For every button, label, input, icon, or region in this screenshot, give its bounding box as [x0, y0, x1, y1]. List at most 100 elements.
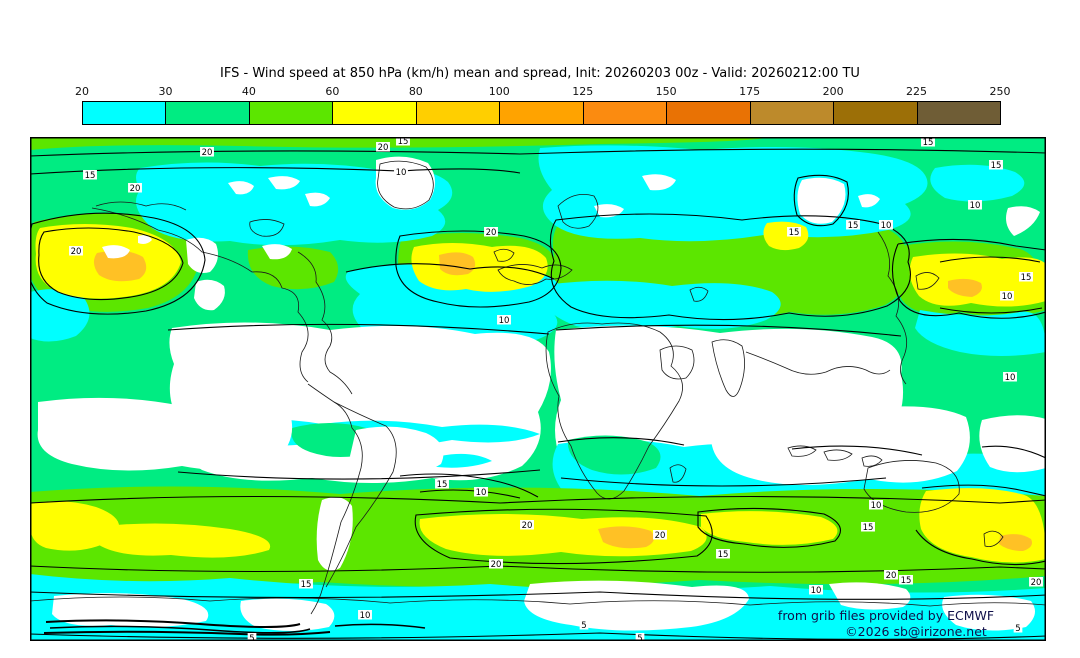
- contour-label: 15: [1021, 273, 1032, 283]
- contour-label: 10: [871, 501, 882, 511]
- colorbar-tick: 100: [488, 85, 510, 98]
- contour-label: 10: [811, 586, 822, 596]
- contour-label-box: [247, 633, 257, 643]
- colorbar-segment: [834, 102, 918, 124]
- contour-label-box: [394, 167, 408, 177]
- contour-label: 5: [1015, 624, 1020, 634]
- contour-label: 15: [437, 480, 448, 490]
- contour-label-box: [435, 479, 449, 489]
- contour-label-box: [635, 633, 645, 643]
- contour-label-box: [299, 579, 313, 589]
- contour-label: 10: [1002, 292, 1013, 302]
- contour-label-box: [579, 620, 589, 630]
- contour-label: 5: [581, 621, 586, 631]
- contour-label: 15: [863, 523, 874, 533]
- contour-label: 15: [923, 138, 934, 148]
- colorbar-tick: 125: [572, 85, 594, 98]
- contour-label: 20: [486, 228, 497, 238]
- colorbar-tick: 60: [325, 85, 340, 98]
- colorbar-segment: [416, 102, 501, 124]
- colorbar-segment: [166, 102, 250, 124]
- contour-label: 20: [655, 531, 666, 541]
- contour-label-box: [968, 200, 982, 210]
- fill-white-holes-jet: [102, 235, 152, 259]
- contour-label: 15: [718, 550, 729, 560]
- credit-copyright: ©2026 sb@irizone.net: [845, 624, 987, 639]
- contour-label: 15: [301, 580, 312, 590]
- contour-label: 15: [398, 137, 409, 147]
- colorbar-tick: 150: [655, 85, 677, 98]
- contour-label: 10: [970, 201, 981, 211]
- contour-label: 15: [85, 171, 96, 181]
- contour-label-box: [653, 530, 667, 540]
- contour-label: 5: [637, 634, 642, 641]
- contour-label-box: [497, 315, 511, 325]
- contour-label: 15: [848, 221, 859, 231]
- contour-label-box: [1003, 372, 1017, 382]
- colorbar-segment: [333, 102, 417, 124]
- contour-label: 15: [901, 576, 912, 586]
- contour-label-box: [489, 559, 503, 569]
- contour-label-box: [884, 570, 898, 580]
- colorbar-tick-labels: 20 30 40 60 80 100 125 150 175 200 225 250: [75, 85, 1011, 99]
- spread-contours: [27, 148, 1047, 640]
- contour-label: 20: [202, 148, 213, 158]
- contour-label-box: [484, 227, 498, 237]
- fill-80-100-south: [598, 526, 1032, 551]
- contour-label-box: [200, 147, 214, 157]
- colorbar-segment: [249, 102, 334, 124]
- contour-label-box: [1019, 272, 1033, 282]
- fill-below-20-antarctic: [52, 580, 1035, 631]
- contour-label-box: [879, 220, 893, 230]
- colorbar: [82, 101, 1001, 125]
- wind-speed-fills: [27, 137, 1046, 641]
- contour-label-box: [520, 520, 534, 530]
- contour-label-box: [376, 142, 390, 152]
- contour-label: 20: [491, 560, 502, 570]
- contour-label-box: [899, 575, 913, 585]
- colorbar-tick: 80: [408, 85, 423, 98]
- credit-ecmwf: from grib files provided by ECMWF: [778, 608, 994, 623]
- colorbar-tick: 175: [739, 85, 761, 98]
- colorbar-segment: [750, 102, 835, 124]
- map-border: [30, 137, 1046, 641]
- contour-label-box: [358, 610, 372, 620]
- contour-label: 15: [789, 228, 800, 238]
- contour-label: 5: [249, 634, 254, 641]
- contour-label: 10: [476, 488, 487, 498]
- contour-label: 20: [886, 571, 897, 581]
- contour-label: 10: [881, 221, 892, 231]
- contour-label-box: [83, 170, 97, 180]
- contour-label-box: [1000, 291, 1014, 301]
- contour-label-box: [716, 549, 730, 559]
- wind-speed-map-svg: 15 20 20 20 15 10 20 20 10 15 15 10 15 10 15 15 10 10 15 10…: [27, 136, 1047, 644]
- colorbar-segment: [667, 102, 751, 124]
- colorbar-segment: [500, 102, 584, 124]
- contour-label-box: [846, 220, 860, 230]
- contour-label: 10: [396, 168, 407, 178]
- contour-label-box: [989, 160, 1003, 170]
- contour-label: 20: [522, 521, 533, 531]
- world-map: 15 20 20 20 15 10 20 20 10 15 15 10 15 10 15 15 10 10 15 10…: [27, 136, 1047, 644]
- contour-label-box: [474, 487, 488, 497]
- contour-label-box: [787, 227, 801, 237]
- colorbar-tick: 225: [906, 85, 928, 98]
- contour-label-box: [809, 585, 823, 595]
- colorbar-tick: 30: [158, 85, 173, 98]
- contour-label-box: [869, 500, 883, 510]
- contour-label: 20: [71, 247, 82, 257]
- contour-label-box: [1013, 623, 1023, 633]
- contour-label: 10: [360, 611, 371, 621]
- contour-label: 20: [130, 184, 141, 194]
- colorbar-segment: [917, 102, 1000, 124]
- colorbar-tick: 250: [989, 85, 1011, 98]
- contour-labels: 15 20 20 20 15 10 20 20 10 15 15 10 15 10 15 15 10 10 15 10…: [69, 136, 1043, 644]
- contour-label-box: [396, 136, 410, 146]
- contour-label: 15: [991, 161, 1002, 171]
- contour-label: 10: [499, 316, 510, 326]
- contour-label: 10: [1005, 373, 1016, 383]
- colorbar-segment: [83, 102, 167, 124]
- colorbar-tick: 200: [822, 85, 844, 98]
- colorbar-segment: [583, 102, 668, 124]
